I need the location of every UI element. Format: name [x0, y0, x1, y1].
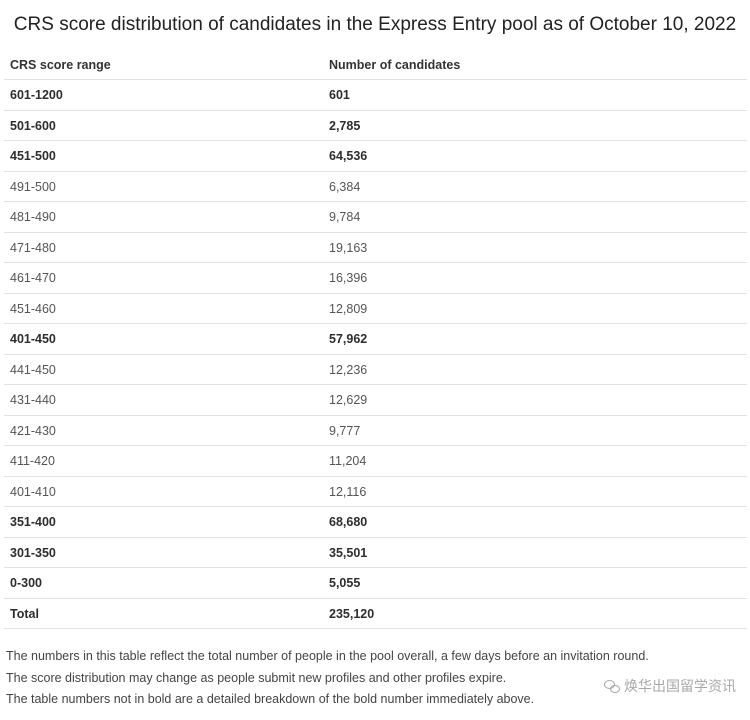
number-of-candidates-cell: 6,384: [329, 179, 361, 194]
column-header-number-of-candidates: Number of candidates: [329, 58, 461, 72]
table-row: 451-500 64,536: [4, 141, 747, 172]
table-row: 401-450 57,962: [4, 324, 747, 355]
number-of-candidates-cell: 12,236: [329, 362, 368, 377]
note-line: The numbers in this table reflect the to…: [6, 649, 649, 663]
crs-score-range-cell: 491-500: [10, 179, 56, 194]
table-row: Total 235,120: [4, 599, 747, 629]
table-notes: The numbers in this table reflect the to…: [6, 646, 746, 711]
crs-score-range-cell: 431-440: [10, 393, 56, 407]
number-of-candidates-cell: 12,629: [329, 393, 368, 407]
number-of-candidates-cell: 12,809: [329, 301, 368, 316]
crs-score-range-cell: 0-300: [10, 576, 42, 590]
crs-score-range-cell: 471-480: [10, 240, 56, 255]
table-row: 491-500 6,384: [4, 172, 747, 202]
table-row: 351-400 68,680: [4, 507, 747, 538]
table-row: 431-440 12,629: [4, 385, 747, 416]
crs-score-range-cell: 401-410: [10, 484, 56, 499]
crs-score-range-cell: 451-460: [10, 301, 56, 316]
table-body: 601-1200 601 501-600 2,785 451-500 64,536 491-…: [4, 80, 747, 629]
crs-score-range-cell: 301-350: [10, 545, 56, 560]
table-row: 471-480 19,163: [4, 233, 747, 263]
number-of-candidates-cell: 9,784: [329, 210, 361, 224]
number-of-candidates-cell: 9,777: [329, 423, 361, 438]
crs-score-range-cell: 401-450: [10, 332, 56, 346]
page-title: CRS score distribution of candidates in …: [13, 14, 737, 35]
crs-score-range-cell: 481-490: [10, 210, 56, 224]
number-of-candidates-cell: 35,501: [329, 545, 368, 560]
table-row: 501-600 2,785: [4, 111, 747, 141]
table-row: 441-450 12,236: [4, 355, 747, 385]
number-of-candidates-cell: 601: [329, 88, 350, 102]
table-row: 481-490 9,784: [4, 202, 747, 233]
wechat-logo-icon: [604, 679, 620, 693]
number-of-candidates-cell: 12,116: [329, 484, 367, 499]
crs-score-range-cell: 421-430: [10, 423, 56, 438]
column-header-crs-score-range: CRS score range: [10, 58, 111, 72]
table-row: 411-420 11,204: [4, 446, 747, 477]
table-row: 401-410 12,116: [4, 477, 747, 507]
crs-score-range-cell: 451-500: [10, 149, 56, 163]
watermark: 焕华出国留学资讯: [604, 676, 736, 696]
number-of-candidates-cell: 57,962: [329, 332, 368, 346]
number-of-candidates-cell: 16,396: [329, 271, 368, 285]
crs-distribution-table: CRS score range Number of candidates 601…: [4, 50, 747, 629]
number-of-candidates-cell: 64,536: [329, 149, 368, 163]
number-of-candidates-cell: 19,163: [329, 240, 368, 255]
table-row: 461-470 16,396: [4, 263, 747, 294]
number-of-candidates-cell: 68,680: [329, 515, 368, 529]
crs-score-range-cell: 501-600: [10, 118, 56, 133]
table-row: 451-460 12,809: [4, 294, 747, 324]
crs-score-range-cell: 441-450: [10, 362, 56, 377]
crs-score-range-cell: Total: [10, 606, 39, 621]
table-row: 0-300 5,055: [4, 568, 747, 599]
table-row: 601-1200 601: [4, 80, 747, 111]
watermark-text: 焕华出国留学资讯: [624, 678, 736, 694]
crs-score-range-cell: 351-400: [10, 515, 56, 529]
table-header-row: CRS score range Number of candidates: [4, 50, 747, 80]
crs-score-range-cell: 601-1200: [10, 88, 63, 102]
number-of-candidates-cell: 235,120: [329, 606, 375, 621]
note-line: The score distribution may change as peo…: [6, 670, 507, 685]
note-line: The table numbers not in bold are a deta…: [6, 692, 535, 706]
crs-score-range-cell: 411-420: [10, 454, 55, 468]
crs-score-range-cell: 461-470: [10, 271, 56, 285]
number-of-candidates-cell: 5,055: [329, 576, 361, 590]
table-row: 301-350 35,501: [4, 538, 747, 568]
number-of-candidates-cell: 2,785: [329, 118, 361, 133]
number-of-candidates-cell: 11,204: [329, 454, 367, 468]
table-row: 421-430 9,777: [4, 416, 747, 446]
